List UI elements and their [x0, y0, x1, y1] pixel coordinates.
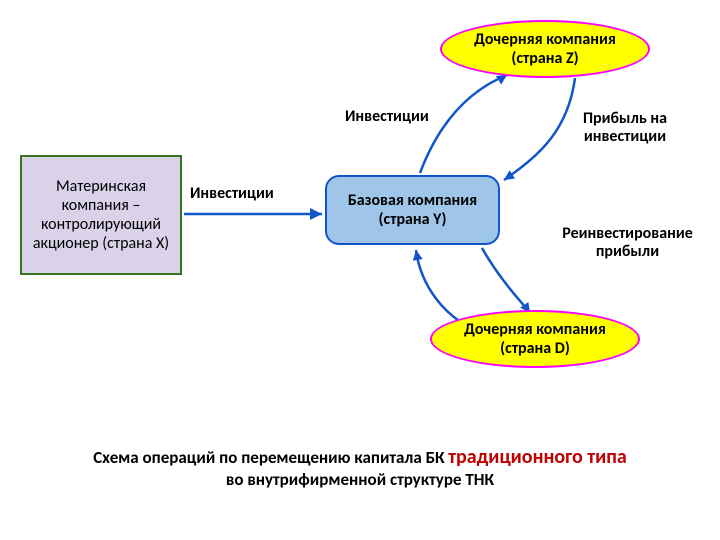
diagram-canvas: Материнская компания – контролирующий ак… [0, 0, 720, 540]
node-subZ-label: Дочерняя компания (страна Z) [456, 30, 634, 68]
diagram-caption: Схема операций по перемещению капитала Б… [0, 445, 720, 490]
node-base-company: Базовая компания (страна Y) [325, 175, 500, 245]
caption-line1a: Схема операций по перемещению капитала Б… [93, 447, 444, 468]
node-base-label: Базовая компания (страна Y) [333, 191, 492, 229]
node-subsidiary-d: Дочерняя компания (страна D) [430, 310, 640, 368]
node-subD-label: Дочерняя компания (страна D) [446, 320, 624, 358]
caption-line1b: традиционного типа [448, 445, 627, 469]
label-investments-1: Инвестиции [190, 185, 274, 203]
label-investments-2: Инвестиции [345, 108, 429, 126]
label-profit: Прибыль на инвестиции [560, 110, 690, 147]
node-parent-company: Материнская компания – контролирующий ак… [20, 155, 182, 275]
label-reinvest: Реинвестирование прибыли [555, 225, 700, 262]
caption-line2: во внутрифирменной структуре ТНК [226, 469, 494, 490]
node-subsidiary-z: Дочерняя компания (страна Z) [440, 20, 650, 78]
node-parent-label: Материнская компания – контролирующий ак… [28, 177, 174, 254]
